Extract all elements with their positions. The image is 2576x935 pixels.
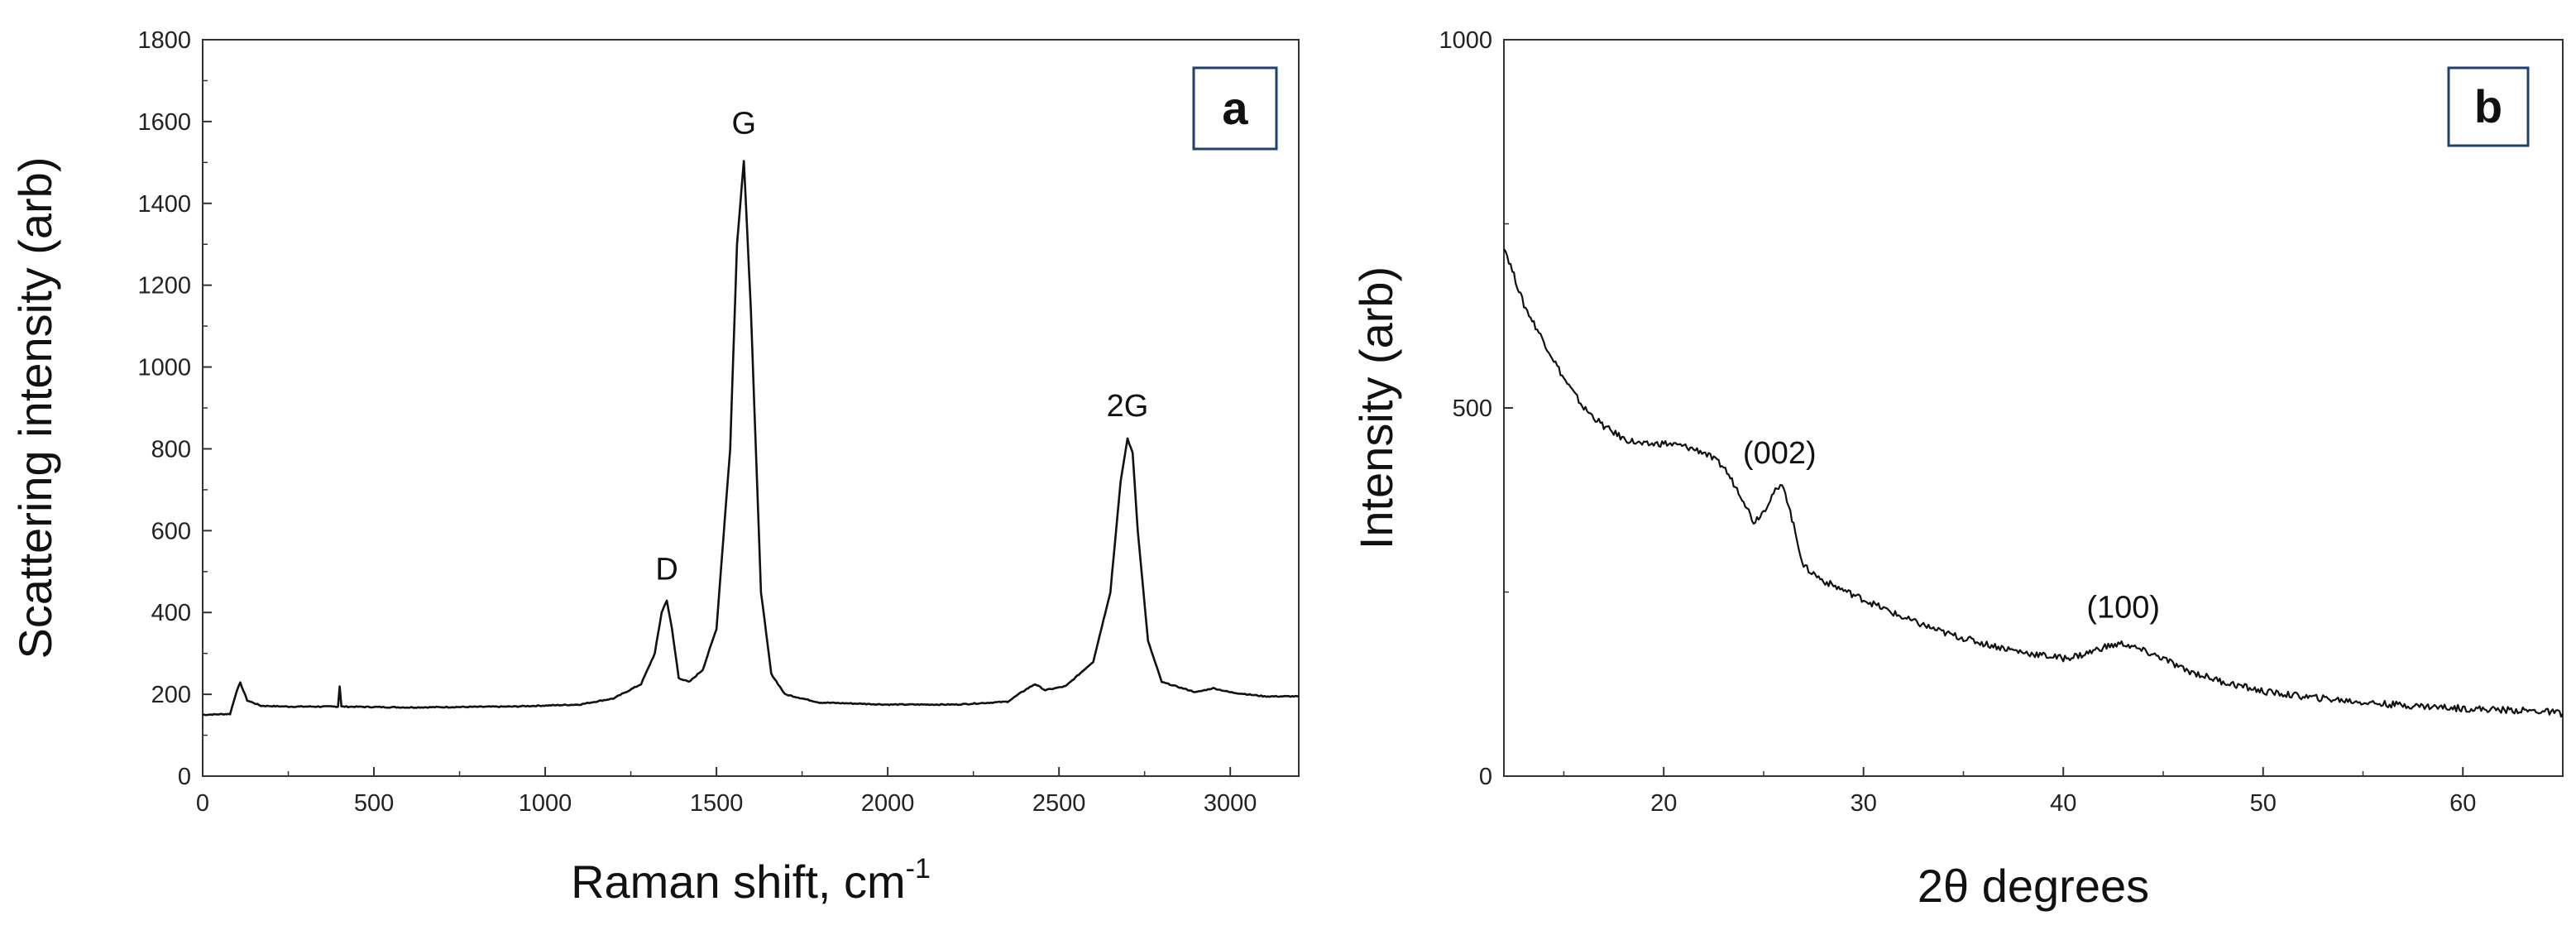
panel-a: 0 200 400 600 800 1000 1200 1400 1600 1800 0 500 100… bbox=[9, 27, 1300, 908]
y-tick-label-a-9: 1800 bbox=[137, 27, 191, 54]
panel-label-box-a bbox=[1192, 66, 1278, 151]
y-tick-label-a-0: 0 bbox=[178, 764, 191, 790]
x-axis-title-b: 2θ degrees bbox=[1918, 860, 2149, 912]
panel-label-box-b bbox=[2447, 66, 2530, 147]
x-tick-label-a-3: 1500 bbox=[690, 790, 744, 817]
x-tick-label-b-1: 30 bbox=[1851, 790, 1877, 817]
y-axis-title-a: Scattering intensity (arb) bbox=[9, 157, 61, 659]
panel-label-b: b bbox=[2474, 80, 2502, 132]
y-tick-label-a-5: 1000 bbox=[137, 355, 191, 381]
y-tick-label-b-2: 1000 bbox=[1439, 27, 1492, 54]
peak-label-a-0: G bbox=[731, 107, 756, 141]
x-tick-label-b-3: 50 bbox=[2250, 790, 2277, 817]
x-tick-label-b-4: 60 bbox=[2449, 790, 2476, 817]
x-tick-label-a-6: 3000 bbox=[1204, 790, 1257, 817]
x-tick-label-a-2: 1000 bbox=[519, 790, 572, 817]
x-axis-title-a: Raman shift, cm-1 bbox=[571, 853, 931, 908]
peak-label-a-1: D bbox=[655, 553, 678, 587]
y-tick-label-a-7: 1400 bbox=[137, 191, 191, 218]
x-tick-label-b-0: 20 bbox=[1650, 790, 1677, 817]
peak-label-a-2: 2G bbox=[1107, 389, 1149, 424]
x-tick-label-a-4: 2000 bbox=[861, 790, 915, 817]
y-tick-label-b-1: 500 bbox=[1453, 396, 1492, 422]
peak-label-b-1: (100) bbox=[2086, 591, 2160, 626]
x-tick-label-a-5: 2500 bbox=[1032, 790, 1086, 817]
x-axis-title-sup-a: -1 bbox=[906, 853, 931, 885]
x-tick-label-a-1: 500 bbox=[354, 790, 394, 817]
x-tick-label-b-2: 40 bbox=[2050, 790, 2076, 817]
y-tick-label-a-3: 600 bbox=[151, 518, 191, 544]
y-tick-label-a-6: 1200 bbox=[137, 273, 191, 300]
panel-b: 0 500 1000 20 30 40 50 60 (002) (100) b 2θ degrees I… bbox=[1350, 27, 2564, 912]
x-tick-label-a-0: 0 bbox=[196, 790, 209, 817]
series-line-b bbox=[1503, 248, 2564, 718]
y-tick-label-a-1: 200 bbox=[151, 682, 191, 708]
y-axis-title-b: Intensity (arb) bbox=[1350, 266, 1402, 549]
series-line-a bbox=[202, 160, 1300, 717]
plot-frame-b bbox=[1503, 39, 2564, 777]
peak-label-b-0: (002) bbox=[1743, 436, 1817, 471]
y-tick-label-a-2: 400 bbox=[151, 600, 191, 626]
y-tick-label-a-4: 800 bbox=[151, 436, 191, 463]
panel-label-a: a bbox=[1222, 82, 1248, 134]
y-tick-label-a-8: 1600 bbox=[137, 109, 191, 136]
y-tick-label-b-0: 0 bbox=[1479, 764, 1492, 790]
